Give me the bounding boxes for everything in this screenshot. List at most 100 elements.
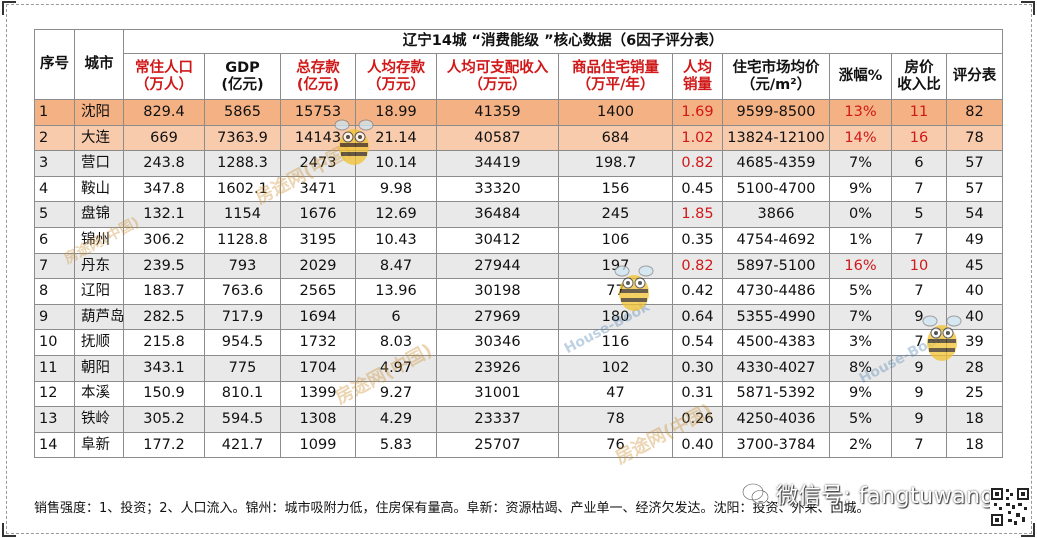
cell-dpc: 4.29	[355, 406, 437, 433]
cell-no: 4	[34, 175, 75, 203]
cell-rise: 14%	[829, 124, 892, 152]
cell-no: 10	[34, 329, 75, 356]
cell-gdp: 7363.9	[204, 124, 281, 152]
header-deposit-line2: (亿元)	[296, 76, 340, 93]
table-row: 2 大连 669 7363.9 14143 21.14 40587 684 1.02 13824-…	[34, 124, 1004, 152]
cell-city: 朝阳	[74, 354, 124, 382]
cell-rise: 1%	[829, 226, 892, 254]
header-avg-price: 住宅市场均价 （元/m²）	[722, 53, 830, 100]
cell-price: 4754-4692	[722, 226, 830, 254]
cell-deposit: 1676	[280, 201, 356, 228]
corner-mark-top-left	[2, 1, 16, 15]
header-price-line2: （元/m²）	[740, 76, 812, 93]
footnote: 销售强度：1、投资；2、人口流入。锦州：城市吸附力低，住房保有量高。阜新：资源枯…	[34, 501, 870, 516]
cell-pcs: 1.69	[672, 99, 723, 126]
cell-deposit: 1704	[280, 354, 356, 382]
cell-score: 78	[945, 124, 1004, 152]
table-row: 9 葫芦岛 282.5 717.9 1694 6 27969 180 0.64 5355-4990…	[34, 303, 1004, 331]
cell-city: 沈阳	[74, 99, 124, 126]
cell-price: 9599-8500	[722, 99, 830, 126]
cell-ratio: 7	[891, 226, 947, 254]
cell-gdp: 1128.8	[204, 226, 281, 254]
cell-no: 3	[34, 150, 75, 177]
cell-deposit: 1308	[280, 406, 356, 433]
cell-pcs: 1.02	[672, 124, 723, 152]
cell-gdp: 763.6	[204, 278, 281, 305]
image-frame	[6, 4, 1032, 534]
cell-ratio: 16	[891, 124, 947, 152]
cell-city: 营口	[74, 150, 124, 177]
cell-pop: 829.4	[123, 99, 205, 126]
cell-pcs: 0.54	[672, 329, 723, 356]
cell-sales: 245	[558, 201, 673, 228]
corner-mark-bottom-right	[1021, 523, 1035, 537]
cell-dpc: 18.99	[355, 99, 437, 126]
cell-income: 36484	[436, 201, 559, 228]
cell-city: 葫芦岛	[74, 303, 124, 331]
cell-sales: 102	[558, 354, 673, 382]
cell-rise: 7%	[829, 303, 892, 331]
cell-price: 5100-4700	[722, 175, 830, 203]
cell-deposit: 1099	[280, 431, 356, 459]
cell-dpc: 8.03	[355, 329, 437, 356]
table-row: 14 阜新 177.2 421.7 1099 5.83 25707 76 0.40 3700-37…	[34, 431, 1004, 459]
cell-ratio: 7	[891, 329, 947, 356]
cell-price: 13824-12100	[722, 124, 830, 152]
header-gdp: GDP (亿元)	[204, 53, 281, 100]
cell-city: 锦州	[74, 226, 124, 254]
cell-deposit: 1732	[280, 329, 356, 356]
table-row: 7 丹东 239.5 793 2029 8.47 27944 197 0.82 5897-5100…	[34, 252, 1004, 280]
cell-price: 5871-5392	[722, 380, 830, 408]
cell-city: 辽阳	[74, 278, 124, 305]
header-deposit-per-capita: 人均存款 （万元）	[355, 53, 437, 100]
cell-gdp: 1154	[204, 201, 281, 228]
cell-income: 31001	[436, 380, 559, 408]
cell-score: 54	[945, 201, 1004, 228]
cell-no: 12	[34, 380, 75, 408]
table-row: 6 锦州 306.2 1128.8 3195 10.43 30412 106 0.35 4754-…	[34, 226, 1004, 254]
cell-city: 鞍山	[74, 175, 124, 203]
cell-ratio: 7	[891, 431, 947, 459]
header-population-line1: 常住人口	[135, 59, 193, 76]
cell-pcs: 0.82	[672, 252, 723, 280]
cell-price: 5897-5100	[722, 252, 830, 280]
cell-deposit: 1399	[280, 380, 356, 408]
cell-income: 40587	[436, 124, 559, 152]
cell-deposit: 2565	[280, 278, 356, 305]
cell-pop: 177.2	[123, 431, 205, 459]
cell-no: 6	[34, 226, 75, 254]
cell-gdp: 793	[204, 252, 281, 280]
cell-score: 18	[945, 431, 1004, 459]
header-deposit: 总存款 (亿元)	[280, 53, 356, 100]
cell-rise: 7%	[829, 150, 892, 177]
cell-no: 8	[34, 278, 75, 305]
table-row: 4 鞍山 347.8 1602.1 3471 9.98 33320 156 0.45 5100-4…	[34, 175, 1004, 203]
header-deposit-line1: 总存款	[296, 59, 340, 76]
table-body: 1 沈阳 829.4 5865 15753 18.99 41359 1400 1.69 9599-…	[34, 99, 1004, 459]
cell-pop: 306.2	[123, 226, 205, 254]
header-price-line1: 住宅市场均价	[732, 59, 820, 76]
cell-price: 3866	[722, 201, 830, 228]
cell-pop: 343.1	[123, 354, 205, 382]
cell-sales: 197	[558, 252, 673, 280]
cell-ratio: 7	[891, 278, 947, 305]
cell-ratio: 11	[891, 99, 947, 126]
header-pcs-line2: 销量	[683, 76, 712, 93]
cell-income: 25707	[436, 431, 559, 459]
cell-sales: 106	[558, 226, 673, 254]
cell-rise: 3%	[829, 329, 892, 356]
cell-income: 34419	[436, 150, 559, 177]
cell-score: 45	[945, 252, 1004, 280]
cell-score: 28	[945, 354, 1004, 382]
cell-no: 7	[34, 252, 75, 280]
wechat-id-text: 微信号: fangtuwang	[776, 484, 995, 509]
cell-pop: 215.8	[123, 329, 205, 356]
cell-price: 4730-4486	[722, 278, 830, 305]
cell-no: 9	[34, 303, 75, 331]
cell-dpc: 9.27	[355, 380, 437, 408]
cell-pcs: 0.42	[672, 278, 723, 305]
cell-sales: 77	[558, 278, 673, 305]
cell-city: 阜新	[74, 431, 124, 459]
corner-mark-bottom-left	[2, 523, 16, 537]
cell-price: 4250-4036	[722, 406, 830, 433]
